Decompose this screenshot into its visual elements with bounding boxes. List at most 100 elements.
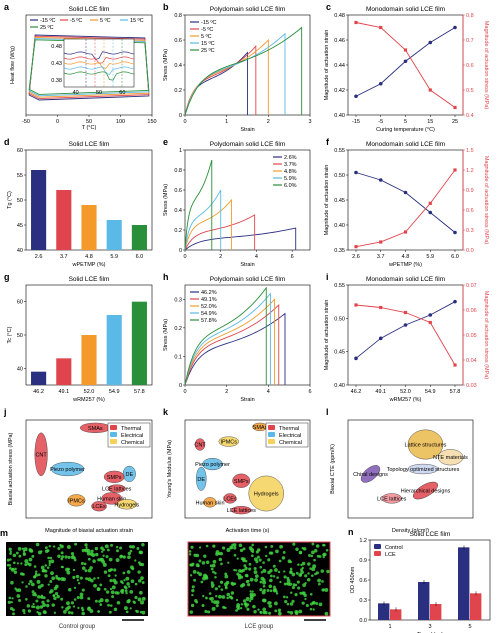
legend-label: 15 ºC [201, 40, 215, 47]
y-axis-label-c: Magnitude of actuation strain [324, 30, 330, 101]
x-axis-label-l: Density (g/cm³) [392, 528, 429, 534]
cell [40, 595, 44, 599]
x-tick-label: 6 [291, 254, 294, 260]
cell [309, 593, 313, 596]
cell [204, 609, 208, 614]
cell [54, 591, 59, 596]
x-tick-label: -50 [22, 119, 30, 125]
region-lces [223, 493, 237, 504]
x-axis-label-j: Magnitude of biaxial actuation strain [45, 528, 133, 534]
region-label: CNT [194, 443, 206, 449]
stress-point [354, 20, 358, 25]
stress-strain-curve-4 [184, 286, 267, 386]
cell [253, 570, 258, 575]
inset-y-tick: 0.48 [51, 44, 62, 50]
y-tick-label: 0.05 [466, 333, 477, 339]
region-label: SMAs [88, 426, 103, 432]
legend-label: 25 ºC [201, 47, 215, 54]
cell [72, 575, 76, 580]
cell [125, 610, 129, 614]
cell [276, 576, 279, 579]
cell [50, 559, 55, 564]
cell [112, 578, 117, 583]
cell [9, 550, 12, 553]
cell [57, 554, 61, 558]
region-label: Hierarchical designs [401, 489, 451, 495]
y-axis-label-b: Stress (MPa) [163, 49, 169, 81]
y-tick-label: 0.6 [466, 208, 474, 214]
panel-letter-b: b [163, 2, 169, 12]
region-lces [91, 501, 107, 512]
cell [210, 567, 214, 571]
region-piezo-polymer [202, 458, 223, 471]
cell [19, 572, 24, 576]
x-tick-label: 2 [225, 389, 228, 395]
x-tick-label: 57.8 [134, 389, 145, 395]
region-lce-lattices [381, 493, 402, 504]
plot-frame [347, 149, 464, 251]
cell [87, 568, 92, 573]
cell [129, 549, 133, 553]
cell [120, 554, 124, 558]
panel-letter-c: c [326, 2, 331, 12]
region-hydrogels [248, 475, 284, 512]
cell [77, 606, 80, 610]
cell [277, 611, 282, 616]
panel-letter-a: a [4, 2, 10, 12]
cell [212, 544, 216, 548]
cell [120, 588, 125, 593]
cell [298, 609, 303, 614]
legend-label: Electrical [121, 433, 143, 439]
strain-point [378, 178, 383, 182]
cell [80, 561, 84, 565]
cell [248, 567, 252, 571]
cell [316, 554, 320, 558]
cell [52, 594, 56, 598]
panel-l: l Density (g/cm³) Biaxial CTE (ppm/K) Latti… [326, 407, 474, 534]
cell [137, 570, 141, 574]
x-tick-label: 0 [56, 119, 59, 125]
cell [13, 561, 16, 565]
cell [40, 550, 43, 553]
cell [249, 600, 252, 603]
panel-letter-f: f [326, 137, 330, 147]
panel-m: m Control group LCE group [0, 528, 331, 630]
cell [11, 597, 14, 600]
cell [272, 575, 276, 578]
cell [283, 595, 286, 599]
plot-frame [25, 419, 153, 519]
cell [141, 596, 146, 601]
y-tick-label: 0 [179, 383, 182, 389]
panel-title-e: Polydomain solid LCE film [210, 141, 286, 148]
cell [269, 578, 273, 583]
strain-point [428, 210, 433, 215]
cell [285, 582, 289, 585]
x-tick-label: 6.0 [136, 254, 144, 260]
cell [211, 563, 216, 568]
cell [300, 570, 304, 575]
cell [99, 603, 103, 606]
cell [76, 595, 80, 600]
panel-title-b: Polydomain solid LCE film [210, 6, 286, 13]
cell [283, 582, 287, 586]
panel-title-d: Solid LCE film [69, 141, 110, 148]
cell [289, 570, 293, 574]
stress-strain-curve-4 [184, 26, 303, 116]
cell [33, 565, 37, 568]
y-tick-label: 0.50 [334, 173, 345, 179]
cell [132, 600, 135, 603]
cell [193, 578, 197, 582]
y-tick-label: 0.2 [174, 88, 182, 94]
cell [242, 559, 246, 563]
cell [114, 574, 117, 577]
x-tick-label: 1 [225, 119, 228, 125]
cell [134, 595, 138, 600]
cell [42, 568, 46, 573]
cell [46, 599, 50, 603]
y-tick-label: 50 [17, 333, 23, 339]
lce-image [187, 541, 331, 617]
cell [107, 603, 111, 607]
cell [9, 607, 14, 611]
cell [64, 555, 68, 559]
y-axis-label-e: Stress (MPa) [163, 184, 169, 216]
